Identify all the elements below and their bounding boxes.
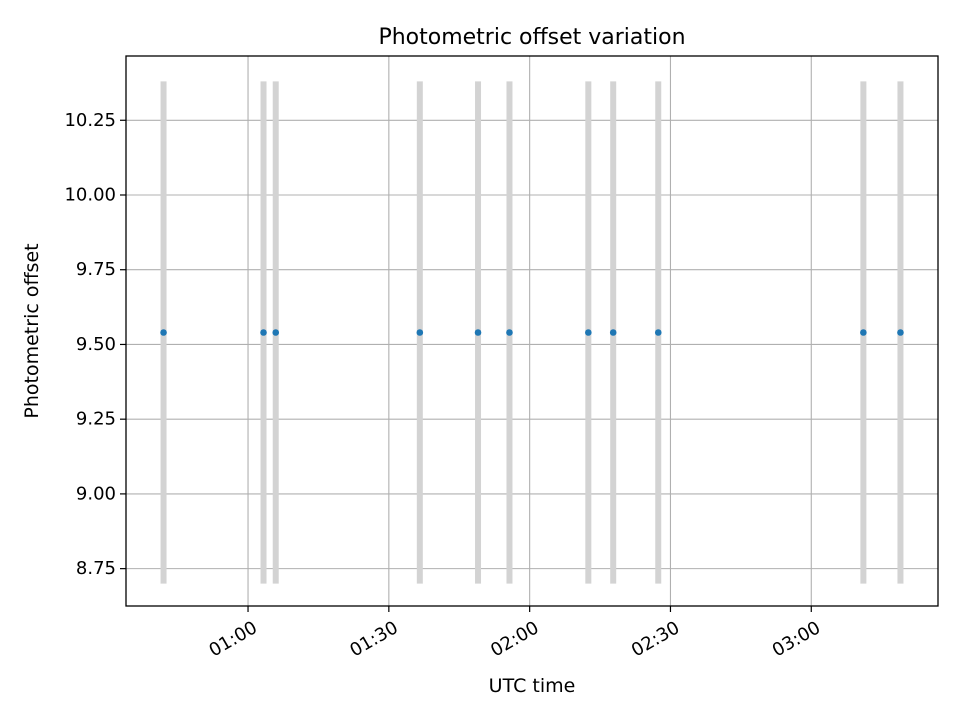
data-point xyxy=(860,329,867,336)
y-tick-label: 10.25 xyxy=(64,110,116,131)
data-point xyxy=(272,329,280,336)
data-points xyxy=(160,329,904,336)
data-point xyxy=(506,329,513,336)
data-point xyxy=(585,329,592,336)
data-point xyxy=(260,329,267,336)
data-point xyxy=(609,329,617,336)
plot-frame xyxy=(125,55,939,607)
y-tick-label: 9.50 xyxy=(76,334,116,355)
data-point xyxy=(160,329,167,336)
data-point xyxy=(897,329,904,336)
x-axis-label: UTC time xyxy=(489,675,576,697)
data-point xyxy=(474,329,482,336)
y-tick-label: 8.75 xyxy=(76,558,116,579)
data-point xyxy=(416,329,424,336)
y-tick-label: 9.75 xyxy=(76,259,116,280)
y-axis-ticks: 8.75 9.00 9.25 9.50 9.75 10.00 10.25 xyxy=(64,110,126,579)
y-axis-label: Photometric offset xyxy=(21,243,43,418)
y-tick-label: 9.25 xyxy=(76,409,116,430)
data-point xyxy=(654,329,662,336)
y-tick-label: 10.00 xyxy=(64,184,116,205)
chart-title: Photometric offset variation xyxy=(378,25,685,50)
y-tick-label: 9.00 xyxy=(76,483,116,504)
